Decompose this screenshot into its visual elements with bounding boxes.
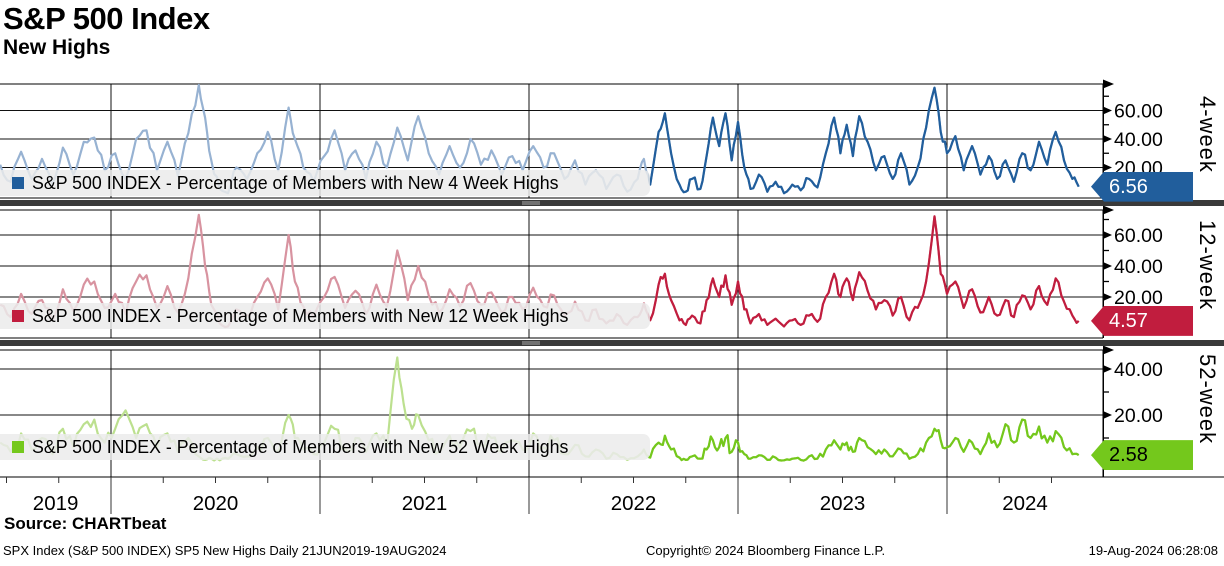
panel-separator-bar[interactable] <box>0 340 1224 346</box>
legend-12-week: S&P 500 INDEX - Percentage of Members wi… <box>0 303 650 329</box>
legend-4-week: S&P 500 INDEX - Percentage of Members wi… <box>0 170 650 196</box>
panel-axis-title-4-week: 4-week <box>1195 96 1220 173</box>
legend-label: S&P 500 INDEX - Percentage of Members wi… <box>32 436 569 457</box>
last-value-tag-52-week: 2.58 <box>1091 440 1193 471</box>
y-tick-label: 40.00 <box>1114 359 1163 381</box>
tick-arrow-icon <box>1103 365 1112 373</box>
axis-arrow-icon <box>1103 205 1114 215</box>
series-line-52-week <box>648 418 1080 462</box>
copyright-text: Copyright© 2024 Bloomberg Finance L.P. <box>646 543 886 558</box>
year-label: 2022 <box>611 492 657 515</box>
y-tick-label: 20.00 <box>1114 287 1163 309</box>
y-tick-label: 40.00 <box>1114 256 1163 278</box>
last-value-text: 4.57 <box>1109 309 1148 332</box>
page-title: S&P 500 Index <box>3 1 210 36</box>
panel-separator-bar[interactable] <box>0 200 1224 206</box>
source-label: Source: CHARTbeat <box>4 514 167 533</box>
last-value-tag-12-week: 4.57 <box>1091 305 1193 336</box>
tick-arrow-icon <box>1103 135 1112 143</box>
series-line-12-week <box>648 215 1080 328</box>
year-label: 2019 <box>33 492 79 515</box>
chart-header: S&P 500 Index New Highs <box>3 2 210 60</box>
tick-arrow-icon <box>1103 163 1112 172</box>
tick-arrow-icon <box>1103 411 1112 419</box>
tick-arrow-icon <box>1103 293 1112 301</box>
year-label: 2024 <box>1002 492 1048 515</box>
panel-axis-title-12-week: 12-week <box>1195 220 1220 311</box>
last-value-tag-4-week: 6.56 <box>1091 171 1193 202</box>
tick-arrow-icon <box>1103 231 1112 239</box>
timestamp-text: 19-Aug-2024 06:28:08 <box>1088 543 1218 558</box>
tick-arrow-icon <box>1103 262 1112 270</box>
series-line-4-week <box>648 86 1080 195</box>
series-marker-icon <box>12 177 24 189</box>
legend-label: S&P 500 INDEX - Percentage of Members wi… <box>32 172 559 193</box>
series-marker-icon <box>12 310 24 322</box>
panel-axis-title-52-week: 52-week <box>1195 354 1220 445</box>
year-label: 2021 <box>402 492 448 515</box>
ticker-meta-text: SPX Index (S&P 500 INDEX) SP5 New Highs … <box>3 543 447 558</box>
legend-52-week: S&P 500 INDEX - Percentage of Members wi… <box>0 434 650 460</box>
tick-arrow-icon <box>1103 106 1112 115</box>
legend-label: S&P 500 INDEX - Percentage of Members wi… <box>32 305 569 326</box>
y-tick-label: 60.00 <box>1114 101 1163 123</box>
last-value-text: 2.58 <box>1109 444 1148 467</box>
last-value-text: 6.56 <box>1109 175 1148 198</box>
year-label: 2020 <box>193 492 239 515</box>
axis-arrow-icon <box>1103 79 1114 89</box>
y-tick-label: 40.00 <box>1114 129 1163 151</box>
year-label: 2023 <box>820 492 866 515</box>
page-subtitle: New Highs <box>3 36 111 59</box>
y-tick-label: 60.00 <box>1114 225 1163 247</box>
axis-arrow-icon <box>1103 345 1114 355</box>
y-tick-label: 20.00 <box>1114 405 1163 427</box>
series-marker-icon <box>12 441 24 453</box>
